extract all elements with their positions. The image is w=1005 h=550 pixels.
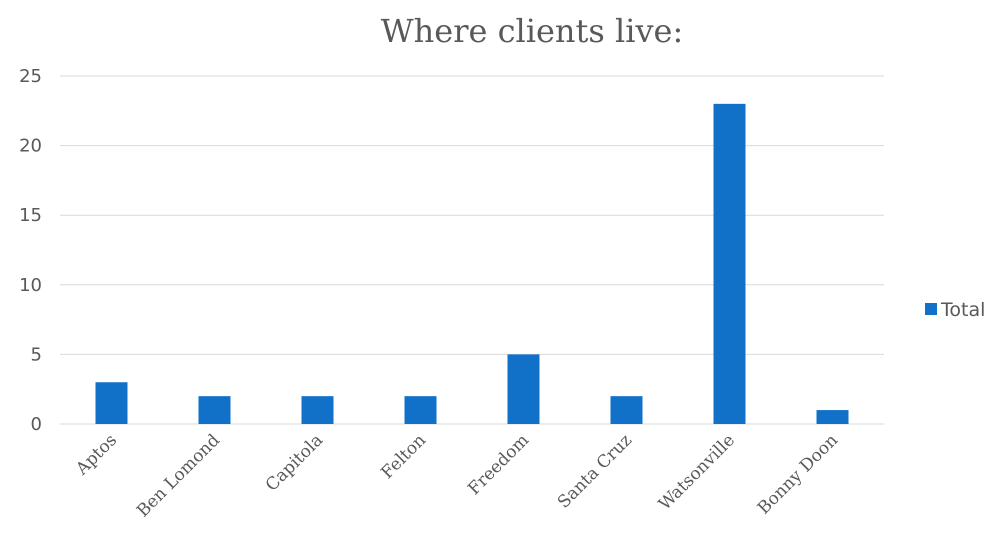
bar-aptos bbox=[95, 382, 128, 424]
chart-title: Where clients live: bbox=[381, 12, 684, 50]
y-tick-label: 0 bbox=[31, 414, 42, 435]
x-tick-label: Capitola bbox=[262, 430, 327, 495]
x-tick-label: Aptos bbox=[72, 430, 121, 479]
legend-label-total: Total bbox=[940, 299, 985, 321]
bar-felton bbox=[404, 396, 437, 424]
legend-swatch bbox=[925, 303, 937, 315]
x-tick-label: Bonny Doon bbox=[754, 430, 842, 518]
y-tick-label: 5 bbox=[31, 344, 42, 365]
y-axis-ticks: 0 5 10 15 20 25 bbox=[19, 66, 42, 435]
x-tick-label: Felton bbox=[377, 430, 430, 483]
y-tick-label: 15 bbox=[19, 205, 42, 226]
y-tick-label: 10 bbox=[19, 275, 42, 296]
bar-ben-lomond bbox=[198, 396, 231, 424]
bar-capitola bbox=[301, 396, 334, 424]
bar-bonny-doon bbox=[816, 410, 849, 424]
legend: Total bbox=[925, 299, 985, 321]
x-tick-label: Freedom bbox=[464, 430, 533, 499]
x-tick-label: Santa Cruz bbox=[554, 430, 636, 512]
x-tick-label: Ben Lomond bbox=[133, 430, 224, 521]
bar-santa-cruz bbox=[610, 396, 643, 424]
y-tick-label: 25 bbox=[19, 66, 42, 87]
bars bbox=[95, 103, 849, 424]
x-tick-label: Watsonville bbox=[655, 430, 739, 514]
y-tick-label: 20 bbox=[19, 136, 42, 157]
bar-watsonville bbox=[713, 103, 746, 424]
gridlines bbox=[60, 75, 884, 425]
x-axis-ticks: Aptos Ben Lomond Capitola Felton Freedom Sant… bbox=[72, 430, 842, 521]
bar-freedom bbox=[507, 354, 540, 424]
